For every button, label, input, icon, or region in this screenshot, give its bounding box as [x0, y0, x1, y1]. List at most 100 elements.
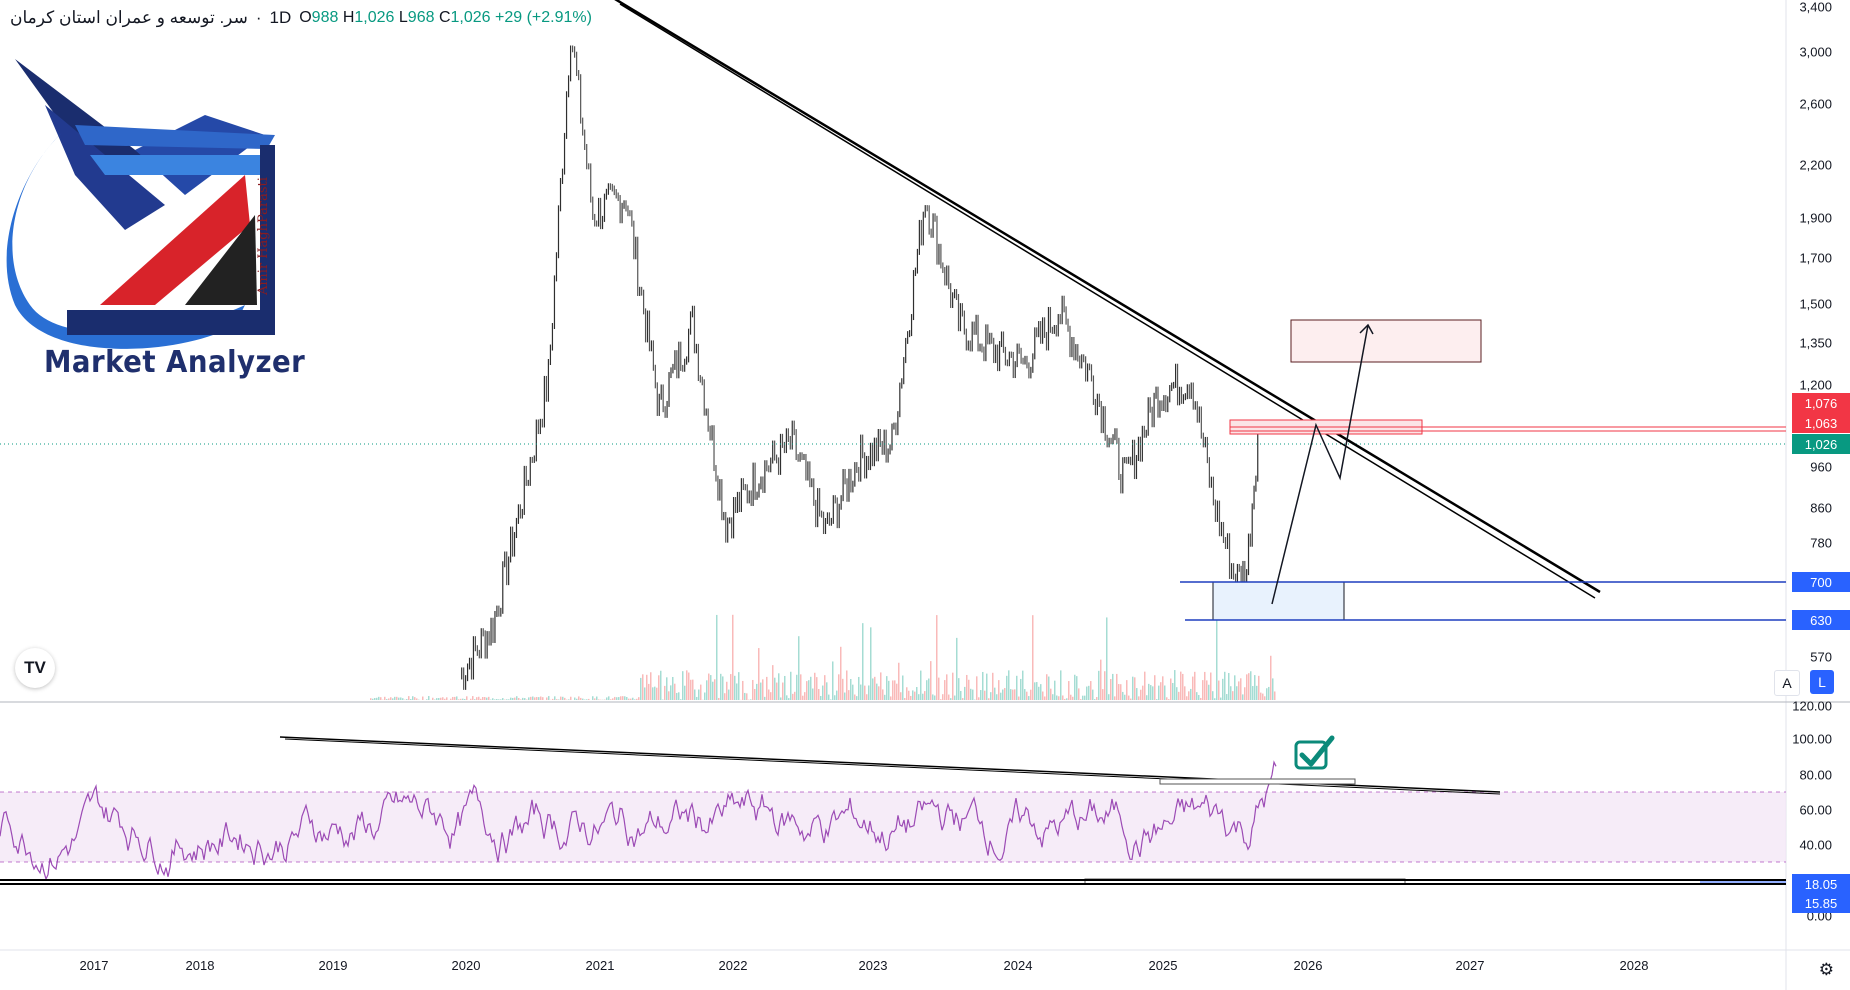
- year-tick: 2019: [318, 958, 348, 973]
- volume-bar: [1168, 699, 1170, 700]
- trendline-upper[interactable]: [600, 0, 1601, 594]
- volume-bar: [1120, 684, 1122, 700]
- volume-bar: [822, 685, 824, 700]
- volume-bar: [474, 699, 476, 700]
- volume-bar: [1090, 681, 1092, 700]
- volume-bar: [664, 685, 666, 700]
- interval-label[interactable]: 1D: [269, 8, 292, 27]
- year-tick: 2018: [185, 958, 215, 973]
- volume-bar: [618, 697, 620, 700]
- volume-bar: [394, 696, 396, 700]
- year-tick: 2021: [585, 958, 615, 973]
- volume-bar: [384, 696, 386, 700]
- volume-bar: [1156, 699, 1158, 700]
- volume-bar: [1052, 694, 1054, 700]
- volume-bar: [532, 696, 534, 700]
- volume-bar: [752, 679, 754, 700]
- volume-bar: [668, 691, 670, 700]
- rsi-resistance-box[interactable]: [1159, 778, 1356, 785]
- volume-bar: [902, 675, 904, 700]
- year-tick: 2028: [1619, 958, 1649, 973]
- volume-bar: [508, 699, 510, 700]
- volume-bar: [676, 692, 678, 700]
- volume-bar: [738, 672, 740, 700]
- volume-bar: [994, 687, 996, 700]
- support-zone[interactable]: [1212, 581, 1345, 621]
- log-scale-button[interactable]: L: [1810, 670, 1834, 694]
- rsi-trendline-b[interactable]: [284, 738, 1501, 795]
- volume-bar: [1046, 674, 1048, 700]
- volume-bar: [770, 692, 772, 700]
- volume-bar: [948, 694, 950, 700]
- volume-bar: [710, 675, 712, 700]
- volume-bar: [1242, 694, 1244, 700]
- volume-bar: [944, 680, 946, 700]
- volume-bar: [834, 695, 836, 700]
- volume-bar: [828, 694, 830, 700]
- volume-bar: [1088, 685, 1090, 700]
- volume-bar: [1232, 691, 1234, 700]
- trendline-lower[interactable]: [619, 3, 1596, 599]
- volume-bar: [640, 677, 642, 700]
- volume-bar: [1176, 687, 1178, 700]
- volume-bar: [1070, 694, 1072, 700]
- volume-bar: [426, 699, 428, 700]
- price-tick: 780: [1810, 535, 1832, 551]
- volume-bar: [400, 697, 402, 700]
- volume-bar: [502, 698, 504, 700]
- auto-scale-button[interactable]: A: [1774, 670, 1800, 696]
- tradingview-logo-icon[interactable]: TV: [15, 648, 55, 688]
- volume-bar: [610, 699, 612, 700]
- volume-bar: [512, 697, 514, 700]
- volume-bar: [678, 692, 680, 700]
- volume-bar: [712, 681, 714, 700]
- volume-bar: [930, 661, 932, 700]
- price-tick: 960: [1810, 459, 1832, 475]
- price-tick: 1,700: [1799, 250, 1832, 266]
- volume-bar: [1190, 688, 1192, 700]
- volume-bar: [1016, 675, 1018, 700]
- volume-bar: [1006, 675, 1008, 700]
- volume-bar: [376, 697, 378, 700]
- volume-bar: [1204, 671, 1206, 700]
- volume-bar: [792, 693, 794, 700]
- projection-path[interactable]: [1271, 324, 1369, 605]
- volume-bar: [1078, 688, 1080, 700]
- volume-bar: [628, 698, 630, 700]
- volume-bar: [906, 687, 908, 700]
- volume-bar: [876, 683, 878, 700]
- volume-bar: [1212, 691, 1214, 700]
- volume-bar: [972, 689, 974, 700]
- volume-bar: [1102, 689, 1104, 700]
- volume-bar: [1192, 676, 1194, 700]
- volume-bar: [782, 682, 784, 700]
- volume-bar: [440, 697, 442, 700]
- volume-bar: [696, 696, 698, 700]
- volume-bar: [634, 699, 636, 700]
- volume-bar: [1142, 685, 1144, 700]
- volume-bar: [846, 670, 848, 700]
- volume-bar: [626, 696, 628, 700]
- volume-bar: [1132, 676, 1134, 700]
- volume-bar: [644, 687, 646, 700]
- volume-bar: [924, 691, 926, 700]
- volume-bar: [1108, 694, 1110, 700]
- volume-bar: [538, 697, 540, 700]
- volume-bar: [606, 697, 608, 700]
- year-tick: 2027: [1455, 958, 1485, 973]
- target-zone[interactable]: [1290, 319, 1482, 363]
- volume-bar: [862, 623, 864, 700]
- volume-bar: [386, 699, 388, 700]
- settings-gear-icon[interactable]: ⚙: [1818, 960, 1834, 979]
- volume-bar: [706, 680, 708, 700]
- volume-bar: [1032, 615, 1034, 700]
- volume-bar: [488, 696, 490, 700]
- volume-bar: [708, 673, 710, 700]
- volume-bar: [742, 680, 744, 700]
- symbol-title[interactable]: سر. توسعه و عمران استان کرمان: [10, 8, 248, 27]
- volume-bar: [868, 685, 870, 700]
- volume-bar: [432, 697, 434, 700]
- volume-bar: [888, 680, 890, 700]
- volume-bar: [860, 684, 862, 700]
